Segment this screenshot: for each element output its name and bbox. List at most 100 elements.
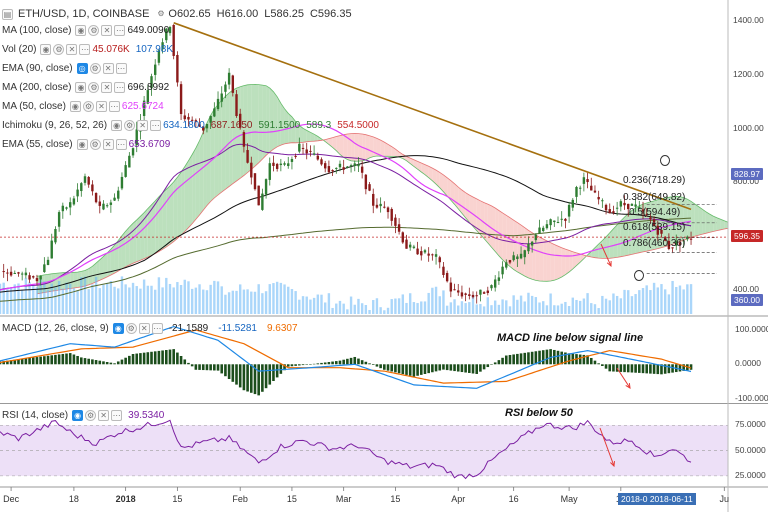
more-icon[interactable]: ⋯ bbox=[150, 120, 162, 131]
candle bbox=[235, 94, 238, 117]
visibility-icon[interactable]: ◉ bbox=[111, 120, 123, 131]
moving-average-lines bbox=[0, 123, 692, 302]
gear-icon[interactable]: ⚙ bbox=[82, 101, 94, 112]
gear-icon[interactable]: ⚙ bbox=[53, 44, 65, 55]
candle bbox=[449, 282, 453, 292]
cloud-segment bbox=[206, 115, 211, 206]
volume-bar bbox=[139, 288, 142, 314]
gear-icon[interactable]: ⚙ bbox=[124, 120, 136, 131]
more-icon[interactable]: ⋯ bbox=[114, 25, 126, 36]
gear-icon[interactable]: ⚙ bbox=[89, 139, 101, 150]
cloud-segment bbox=[628, 210, 632, 256]
gear-icon[interactable]: ⚙ bbox=[89, 63, 101, 74]
visibility-icon[interactable]: ◎ bbox=[76, 63, 88, 74]
candle bbox=[634, 204, 637, 207]
more-icon[interactable]: ⋯ bbox=[115, 63, 127, 74]
trendline bbox=[173, 22, 692, 211]
more-icon[interactable]: ⋯ bbox=[108, 101, 120, 112]
more-icon[interactable]: ⋯ bbox=[115, 139, 127, 150]
gear-icon[interactable]: ⚙ bbox=[125, 323, 137, 334]
close-icon[interactable]: ✕ bbox=[102, 139, 114, 150]
visibility-icon[interactable]: ◉ bbox=[75, 82, 87, 93]
gear-icon[interactable]: ⚙ bbox=[88, 25, 100, 36]
visibility-icon[interactable]: ◉ bbox=[40, 44, 52, 55]
macd-histogram-bar bbox=[176, 352, 179, 365]
close-icon[interactable]: ✕ bbox=[95, 101, 107, 112]
volume-bar bbox=[294, 291, 297, 314]
more-icon[interactable]: ⋯ bbox=[114, 82, 126, 93]
volume-bar bbox=[453, 299, 456, 314]
volume-bar bbox=[54, 287, 57, 314]
cloud-segment bbox=[103, 252, 108, 279]
cloud-segment bbox=[694, 203, 699, 237]
candle bbox=[124, 165, 127, 177]
candle bbox=[575, 186, 578, 197]
more-icon[interactable]: ⋯ bbox=[79, 44, 91, 55]
candle bbox=[187, 116, 190, 120]
collapse-icon[interactable]: ▤ bbox=[2, 8, 13, 20]
close-icon[interactable]: ✕ bbox=[137, 120, 149, 131]
cloud-segment bbox=[166, 185, 170, 247]
cloud-segment bbox=[162, 189, 167, 250]
cloud-segment bbox=[417, 161, 422, 172]
cloud-segment bbox=[716, 217, 721, 231]
more-icon[interactable]: ⋯ bbox=[151, 323, 163, 334]
gear-icon[interactable]: ⚙ bbox=[88, 82, 100, 93]
macd-histogram-bar bbox=[220, 364, 224, 374]
volume-bar bbox=[560, 303, 563, 314]
visibility-icon[interactable]: ◉ bbox=[75, 25, 87, 36]
macd-histogram-bar bbox=[397, 364, 401, 374]
close-icon[interactable]: ✕ bbox=[101, 82, 113, 93]
cloud-segment bbox=[107, 249, 111, 277]
visibility-icon[interactable]: ◉ bbox=[112, 323, 124, 334]
volume-bar bbox=[556, 305, 560, 314]
close-icon[interactable]: ✕ bbox=[138, 323, 150, 334]
volume-bar bbox=[527, 292, 530, 314]
settings-icon[interactable]: ⚙ bbox=[157, 8, 165, 18]
candle bbox=[290, 159, 294, 162]
macd-histogram-bar bbox=[227, 364, 231, 380]
candle bbox=[612, 211, 615, 213]
macd-histogram-bar bbox=[445, 364, 449, 371]
macd-histogram-bar bbox=[423, 364, 427, 374]
candle bbox=[667, 240, 671, 249]
macd-histogram-bar bbox=[128, 355, 131, 365]
macd-histogram-bar bbox=[512, 354, 515, 365]
macd-histogram-bar bbox=[246, 364, 249, 392]
gear-icon[interactable]: ⚙ bbox=[85, 410, 97, 421]
fib-handle-bottom[interactable] bbox=[634, 270, 644, 281]
macd-histogram-bar bbox=[630, 364, 634, 373]
cloud-segment bbox=[388, 144, 392, 157]
cloud-segment bbox=[321, 138, 326, 142]
close-icon[interactable]: ✕ bbox=[66, 44, 78, 55]
macd-value: -11.5281 bbox=[218, 323, 257, 334]
candle bbox=[190, 119, 194, 121]
volume-bar bbox=[216, 281, 220, 314]
macd-histogram-bar bbox=[597, 363, 600, 365]
candle bbox=[578, 187, 582, 189]
fib-handle-top[interactable] bbox=[660, 155, 670, 166]
volume-bar bbox=[372, 300, 375, 314]
volume-bar bbox=[530, 295, 534, 314]
candle bbox=[250, 162, 253, 178]
candle bbox=[468, 294, 471, 296]
volume-bar bbox=[43, 281, 46, 314]
candle bbox=[501, 266, 504, 275]
cloud-segment bbox=[713, 216, 717, 232]
macd-histogram-bar bbox=[290, 364, 294, 367]
candle bbox=[689, 238, 693, 240]
visibility-icon[interactable]: ◉ bbox=[76, 139, 88, 150]
volume-bar bbox=[615, 295, 619, 314]
indicator-label: MA (50, close) bbox=[2, 101, 66, 112]
cloud-segment bbox=[391, 146, 396, 157]
more-icon[interactable]: ⋯ bbox=[111, 410, 123, 421]
cloud-segment bbox=[469, 194, 474, 227]
visibility-icon[interactable]: ◉ bbox=[69, 101, 81, 112]
close-icon[interactable]: ✕ bbox=[102, 63, 114, 74]
candle bbox=[312, 153, 316, 155]
visibility-icon[interactable]: ◉ bbox=[72, 410, 84, 421]
close-icon[interactable]: ✕ bbox=[98, 410, 110, 421]
close-icon[interactable]: ✕ bbox=[101, 25, 113, 36]
cloud-segment bbox=[158, 192, 163, 252]
